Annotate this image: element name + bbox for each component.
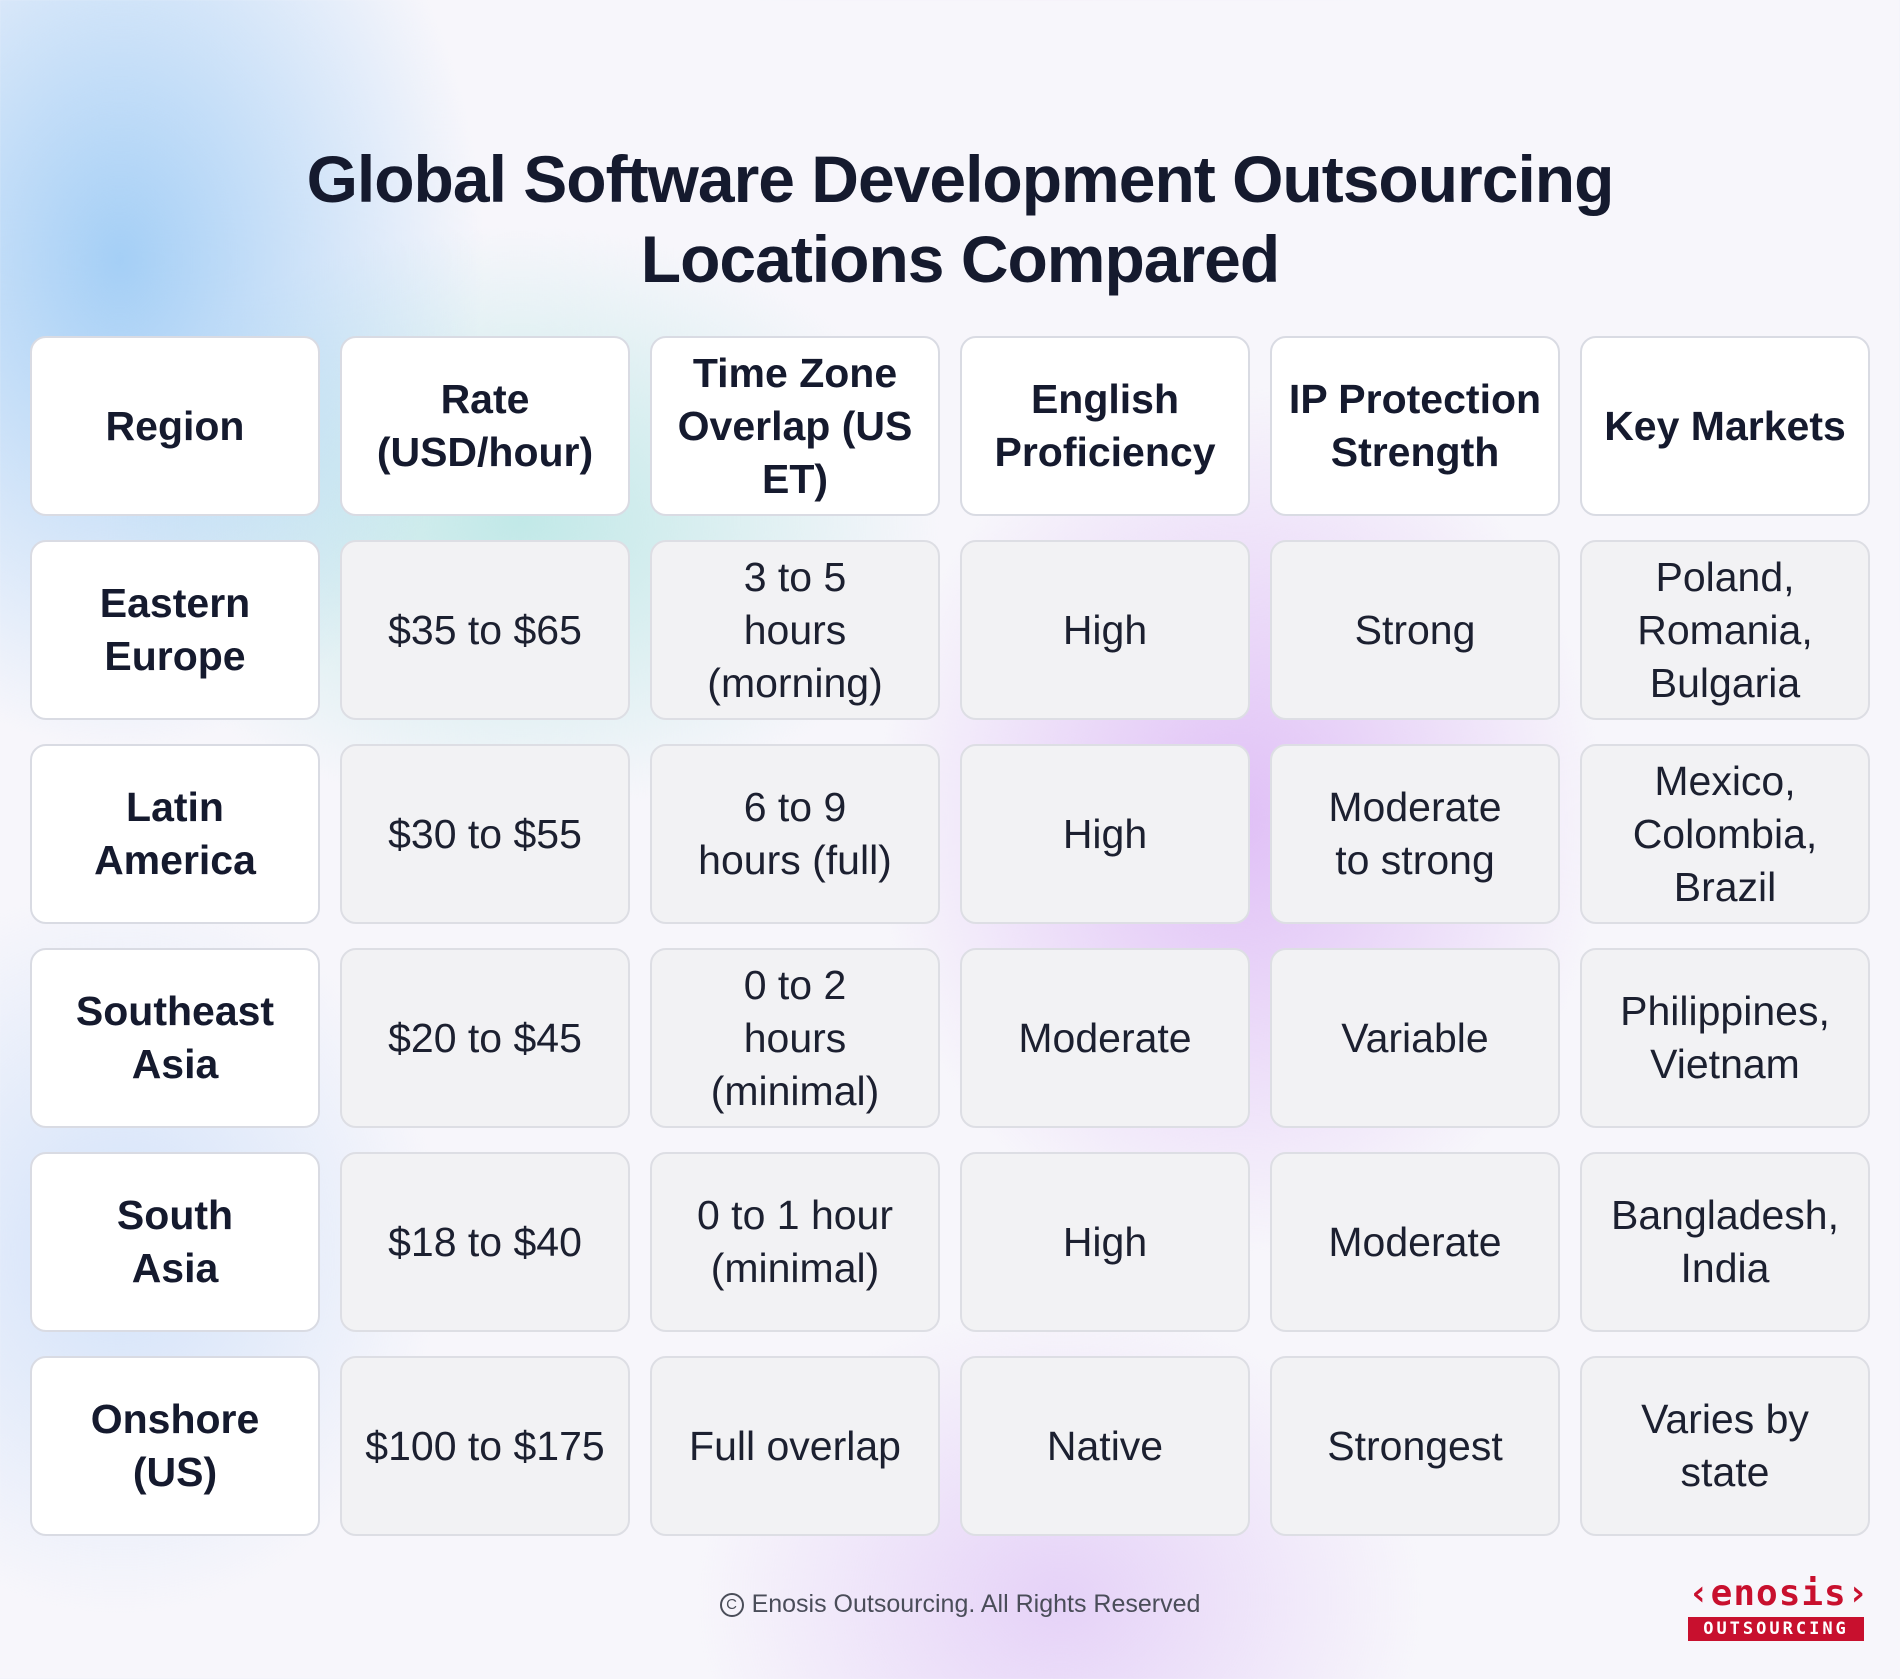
rate-cell: $20 to $45 bbox=[340, 948, 630, 1128]
rate-cell: $100 to $175 bbox=[340, 1356, 630, 1536]
region-cell: Eastern Europe bbox=[30, 540, 320, 720]
region-cell: Latin America bbox=[30, 744, 320, 924]
rate-cell: $18 to $40 bbox=[340, 1152, 630, 1332]
region-cell: South Asia bbox=[30, 1152, 320, 1332]
logo-tagline: OUTSOURCING bbox=[1688, 1617, 1864, 1641]
page-title-line-2: Locations Compared bbox=[640, 222, 1280, 297]
time-zone-cell: 3 to 5 hours (morning) bbox=[650, 540, 940, 720]
company-logo: ‹enosis› OUTSOURCING bbox=[1688, 1573, 1870, 1641]
english-cell: Native bbox=[960, 1356, 1250, 1536]
rate-cell: $35 to $65 bbox=[340, 540, 630, 720]
header-english: English Proficiency bbox=[960, 336, 1250, 516]
markets-cell: Varies by state bbox=[1580, 1356, 1870, 1536]
english-cell: High bbox=[960, 1152, 1250, 1332]
markets-cell: Poland, Romania, Bulgaria bbox=[1580, 540, 1870, 720]
english-cell: High bbox=[960, 540, 1250, 720]
time-zone-cell: 6 to 9 hours (full) bbox=[650, 744, 940, 924]
time-zone-cell: 0 to 1 hour (minimal) bbox=[650, 1152, 940, 1332]
comparison-table: Region Rate (USD/hour) Time Zone Overlap… bbox=[30, 336, 1870, 1536]
logo-wordmark: ‹enosis› bbox=[1688, 1573, 1870, 1614]
english-cell: High bbox=[960, 744, 1250, 924]
header-ip-protection: IP Protection Strength bbox=[1270, 336, 1560, 516]
english-cell: Moderate bbox=[960, 948, 1250, 1128]
page-title-line-1: Global Software Development Outsourcing bbox=[306, 142, 1615, 217]
rate-cell: $30 to $55 bbox=[340, 744, 630, 924]
markets-cell: Philippines, Vietnam bbox=[1580, 948, 1870, 1128]
copyright-icon: C bbox=[719, 1592, 744, 1617]
header-key-markets: Key Markets bbox=[1580, 336, 1870, 516]
markets-cell: Bangladesh, India bbox=[1580, 1152, 1870, 1332]
ip-cell: Strong bbox=[1270, 540, 1560, 720]
page-title: Global Software Development Outsourcing … bbox=[0, 139, 1900, 299]
time-zone-cell: Full overlap bbox=[650, 1356, 940, 1536]
header-time-zone: Time Zone Overlap (US ET) bbox=[650, 336, 940, 516]
markets-cell: Mexico, Colombia, Brazil bbox=[1580, 744, 1870, 924]
header-region: Region bbox=[30, 336, 320, 516]
header-rate: Rate (USD/hour) bbox=[340, 336, 630, 516]
region-cell: Onshore (US) bbox=[30, 1356, 320, 1536]
ip-cell: Strongest bbox=[1270, 1356, 1560, 1536]
region-cell: Southeast Asia bbox=[30, 948, 320, 1128]
ip-cell: Variable bbox=[1270, 948, 1560, 1128]
footer: C Enosis Outsourcing. All Rights Reserve… bbox=[0, 1590, 1900, 1619]
ip-cell: Moderate to strong bbox=[1270, 744, 1560, 924]
time-zone-cell: 0 to 2 hours (minimal) bbox=[650, 948, 940, 1128]
ip-cell: Moderate bbox=[1270, 1152, 1560, 1332]
footer-text: Enosis Outsourcing. All Rights Reserved bbox=[751, 1590, 1201, 1618]
